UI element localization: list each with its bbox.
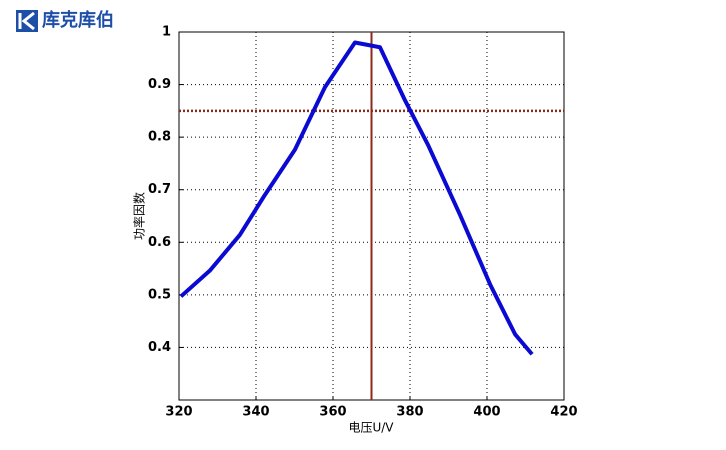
x-tick-label: 400: [473, 405, 500, 420]
x-tick-label: 360: [319, 405, 346, 420]
y-tick-label: 0.8: [148, 130, 171, 145]
logo: 库克库伯: [16, 9, 114, 32]
y-tick-label: 0.4: [148, 340, 171, 355]
y-tick-label: 0.9: [148, 77, 171, 92]
x-tick-label: 340: [242, 405, 269, 420]
y-tick-label: 0.6: [148, 235, 171, 250]
y-tick-label: 0.5: [148, 287, 171, 302]
x-axis-label: 电压U/V: [348, 421, 394, 435]
logo-text: 库克库伯: [42, 9, 114, 31]
logo-mark: [18, 11, 35, 31]
data-line: [179, 40, 534, 356]
y-axis-label: 功率因数: [132, 192, 147, 240]
y-tick-label: 0.7: [148, 182, 171, 197]
x-tick-label: 380: [396, 405, 423, 420]
x-tick-label: 420: [550, 405, 577, 420]
x-tick-label: 320: [165, 405, 192, 420]
y-tick-label: 1: [162, 25, 171, 40]
